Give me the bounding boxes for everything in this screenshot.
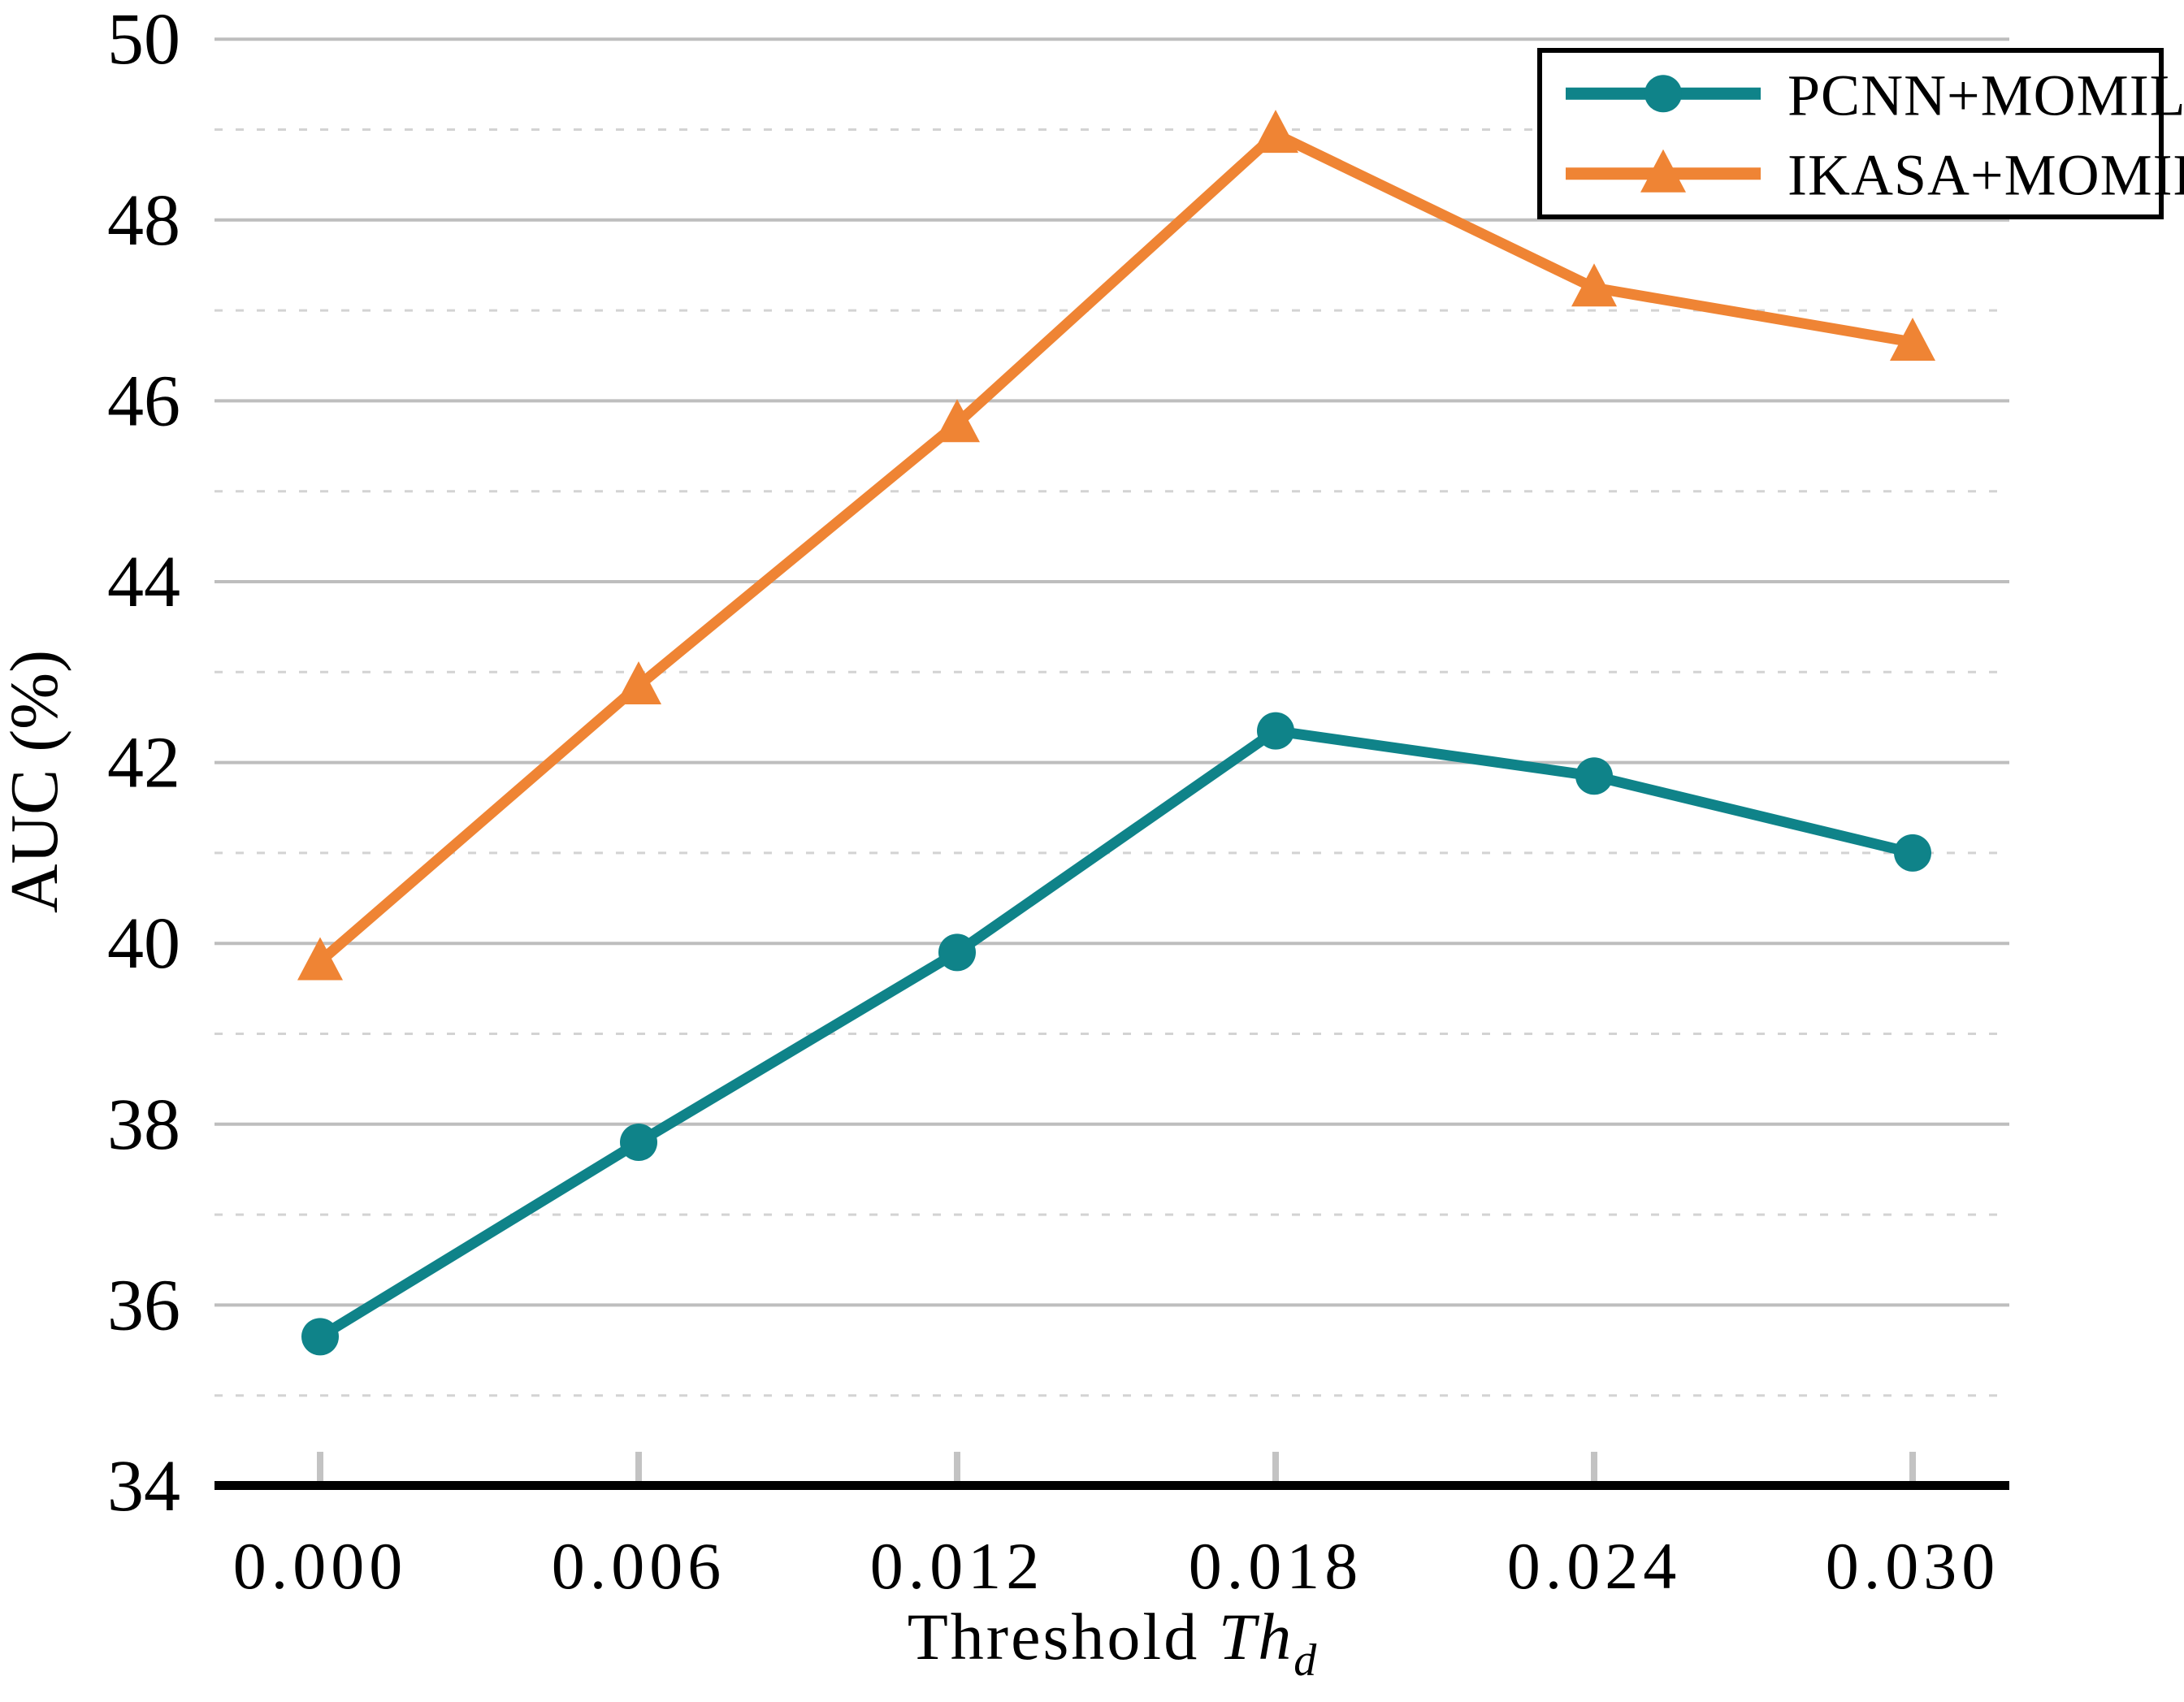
legend: PCNN+MOMIL IKASA+MOMIL [1537, 48, 2184, 219]
x-axis-spine [214, 1481, 2009, 1490]
y-tick-label-38: 38 [107, 1085, 180, 1165]
series-pcnn-momil-marker-0.006 [620, 1124, 657, 1162]
legend-entry-pcnn-momil: PCNN+MOMIL [1566, 63, 2184, 128]
series-ikasa-momil-line [314, 128, 1918, 967]
y-tick-label-50: 50 [107, 0, 180, 80]
legend-entry-ikasa-momil: IKASA+MOMIL [1566, 143, 2184, 208]
x-ticks-group [317, 1452, 1916, 1481]
series-ikasa-momil-marker-0.030 [1890, 318, 1935, 362]
legend-label-pcnn-momil: PCNN+MOMIL [1788, 63, 2184, 128]
x-tick-0.006 [635, 1452, 642, 1481]
y-tick-label-44: 44 [107, 542, 180, 622]
x-axis-label-variable: Th [1219, 1600, 1294, 1674]
series-pcnn-momil-marker-0.024 [1575, 757, 1613, 795]
x-tick-0.018 [1272, 1452, 1279, 1481]
x-tick-0.000 [317, 1452, 323, 1481]
y-tick-label-36: 36 [107, 1265, 180, 1345]
legend-marker-circle-icon [1644, 75, 1682, 113]
series-pcnn-momil-marker-0.018 [1257, 712, 1294, 750]
legend-marker-triangle-icon [1640, 149, 1686, 193]
x-axis-label: Threshold Thd [908, 1600, 1320, 1686]
y-tick-label-34: 34 [107, 1446, 180, 1527]
series-pcnn-momil-marker-0.012 [938, 933, 976, 972]
y-tick-labels-group: 34 36 38 40 42 44 46 48 50 [107, 0, 180, 1527]
series-pcnn-momil-marker-0.030 [1894, 834, 1931, 872]
series-ikasa-momil-marker-0.000 [297, 937, 343, 981]
y-tick-label-46: 46 [107, 361, 180, 441]
x-tick-0.030 [1909, 1452, 1916, 1481]
x-tick-label-0.000: 0.000 [233, 1529, 408, 1603]
x-tick-0.024 [1591, 1452, 1597, 1481]
x-tick-label-0.030: 0.030 [1826, 1529, 2000, 1603]
x-axis-label-subscript: d [1294, 1635, 1319, 1686]
x-tick-label-0.024: 0.024 [1507, 1529, 1682, 1603]
series-ikasa-momil-marker-0.012 [934, 399, 980, 443]
series-ikasa-momil [297, 110, 1935, 981]
x-tick-labels-group: 0.000 0.006 0.012 0.018 0.024 0.030 [233, 1529, 2000, 1603]
series-pcnn-momil-line [314, 725, 1918, 1342]
y-tick-label-40: 40 [107, 903, 180, 984]
x-tick-label-0.012: 0.012 [870, 1529, 1045, 1603]
legend-label-ikasa-momil: IKASA+MOMIL [1788, 143, 2184, 208]
gridlines-group [214, 37, 2009, 1397]
series-ikasa-momil-marker-0.018 [1253, 110, 1298, 154]
y-axis-label: AUC (%) [0, 650, 72, 913]
x-axis-label-prefix: Threshold [908, 1600, 1219, 1674]
series-ikasa-momil-marker-0.024 [1571, 263, 1617, 307]
series-pcnn-momil [301, 712, 1931, 1356]
x-tick-0.012 [954, 1452, 960, 1481]
x-tick-label-0.018: 0.018 [1189, 1529, 1363, 1603]
y-tick-label-42: 42 [107, 723, 180, 803]
y-tick-label-48: 48 [107, 180, 180, 261]
series-pcnn-momil-marker-0.000 [301, 1318, 339, 1356]
series-ikasa-momil-marker-0.006 [616, 660, 661, 704]
x-tick-label-0.006: 0.006 [552, 1529, 726, 1603]
